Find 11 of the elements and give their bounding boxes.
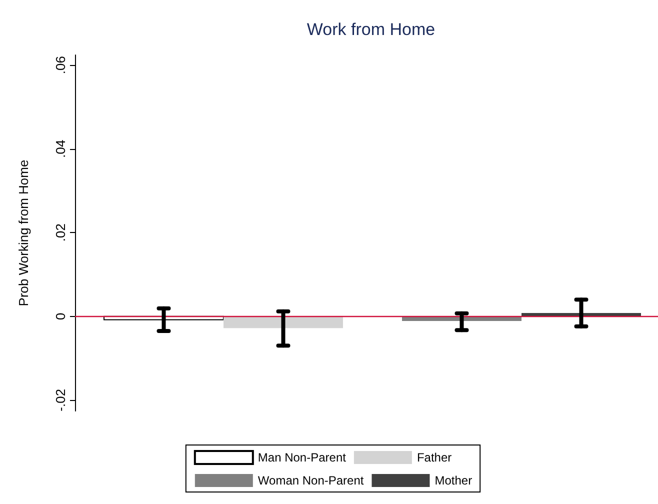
y-axis-title: Prob Working from Home [16, 160, 31, 306]
legend-label: Father [416, 450, 452, 464]
legend-label: Mother [434, 474, 472, 488]
chart-title: Work from Home [306, 20, 436, 39]
y-tick-label: -.02 [53, 388, 68, 412]
y-tick-label: 0 [53, 312, 68, 320]
legend-label: Man Non-Parent [258, 450, 347, 464]
y-tick-label: .04 [53, 140, 68, 158]
legend-label: Woman Non-Parent [258, 474, 364, 488]
y-tick-label: .06 [53, 56, 68, 74]
y-tick-label: .02 [53, 224, 68, 242]
